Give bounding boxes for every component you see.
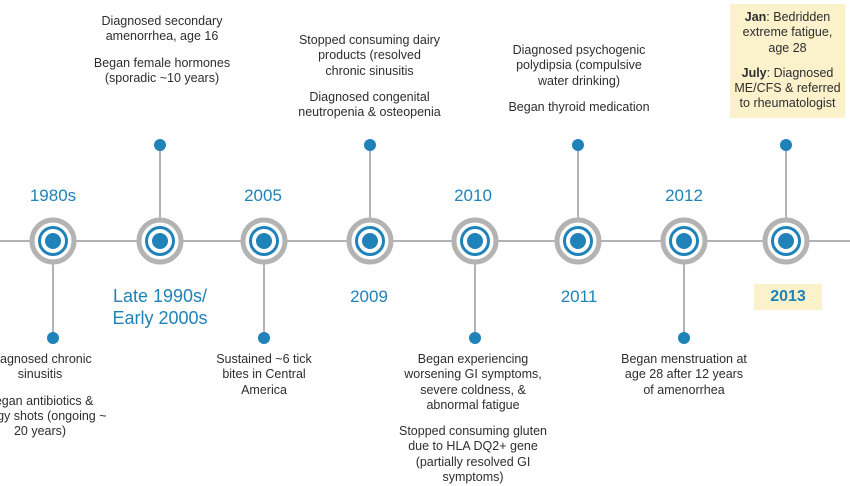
event-text-2012: Began menstruation at age 28 after 12 ye… — [618, 352, 750, 398]
year-label-1980s: 1980s — [0, 186, 113, 206]
event-line: July: Diagnosed ME/CFS & referred to rhe… — [734, 66, 841, 112]
timeline-marker-core — [45, 233, 61, 249]
event-line: Diagnosed psychogenic polydipsia (compul… — [504, 43, 654, 89]
timeline-marker-core — [467, 233, 483, 249]
timeline-marker-core — [570, 233, 586, 249]
event-line: Began thyroid medication — [504, 100, 654, 115]
event-text-2005: Sustained ~6 tick bites in Central Ameri… — [209, 352, 319, 398]
year-label-2010: 2010 — [413, 186, 533, 206]
event-line: Diagnosed secondary amenorrhea, age 16 — [92, 14, 232, 45]
year-label-2005: 2005 — [203, 186, 323, 206]
connector-dot — [780, 139, 792, 151]
year-label-2009: 2009 — [309, 287, 429, 307]
timeline-marker-core — [362, 233, 378, 249]
event-line: Stopped consuming gluten due to HLA DQ2+… — [393, 424, 553, 485]
year-label-2012: 2012 — [624, 186, 744, 206]
connector-dot — [572, 139, 584, 151]
event-line: Stopped consuming dairy products (resolv… — [297, 33, 442, 79]
event-line: Began antibiotics & allergy shots (ongoi… — [0, 394, 110, 440]
event-line: Diagnosed chronic sinusitis — [0, 352, 110, 383]
connector-dot — [469, 332, 481, 344]
event-line: Diagnosed congenital neutropenia & osteo… — [297, 90, 442, 121]
event-line: Jan: Bedridden extreme fatigue, age 28 — [734, 10, 841, 56]
event-text-2009: Stopped consuming dairy products (resolv… — [297, 33, 442, 120]
event-line: Sustained ~6 tick bites in Central Ameri… — [209, 352, 319, 398]
event-text-2010: Began experiencing worsening GI symptoms… — [393, 352, 553, 485]
event-text-2011: Diagnosed psychogenic polydipsia (compul… — [504, 43, 654, 115]
year-label-2013: 2013 — [754, 284, 822, 310]
connector-dot — [47, 332, 59, 344]
connector-dot — [258, 332, 270, 344]
timeline-marker-core — [778, 233, 794, 249]
event-line: Began menstruation at age 28 after 12 ye… — [618, 352, 750, 398]
event-line: Began female hormones (sporadic ~10 year… — [92, 56, 232, 87]
event-text-1980s: Diagnosed chronic sinusitis Began antibi… — [0, 352, 110, 439]
connector-dot — [364, 139, 376, 151]
note-month-label: Jan — [745, 10, 767, 24]
event-text-2013: Jan: Bedridden extreme fatigue, age 28 J… — [730, 4, 845, 118]
note-month-label: July — [742, 66, 767, 80]
year-label-late-1990s: Late 1990s/ Early 2000s — [110, 286, 210, 329]
event-text-late-1990s: Diagnosed secondary amenorrhea, age 16 B… — [92, 14, 232, 86]
timeline-marker-core — [676, 233, 692, 249]
year-label-2011: 2011 — [519, 287, 639, 307]
connector-dot — [678, 332, 690, 344]
timeline-marker-core — [256, 233, 272, 249]
timeline-marker-core — [152, 233, 168, 249]
event-line: Began experiencing worsening GI symptoms… — [393, 352, 553, 413]
connector-dot — [154, 139, 166, 151]
